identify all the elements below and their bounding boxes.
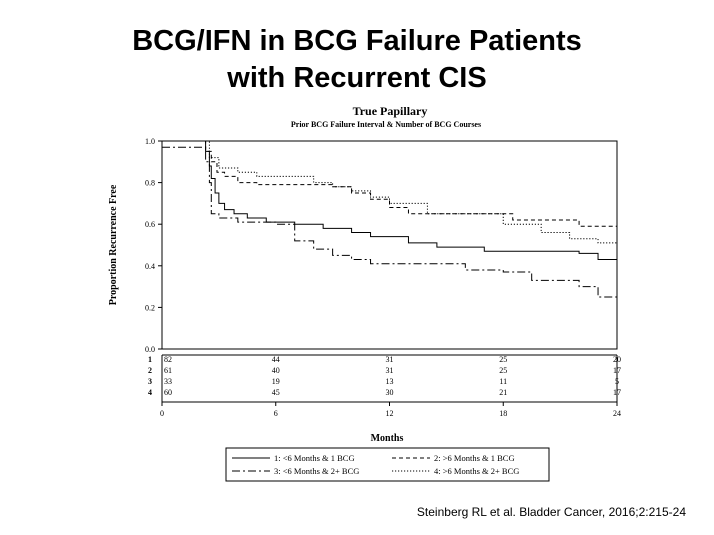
at-risk-count: 25	[499, 355, 507, 364]
series-group	[162, 140, 618, 300]
at-risk-count: 30	[386, 388, 394, 397]
at-risk-count: 82	[164, 355, 172, 364]
legend-label-1: 1: <6 Months & 1 BCG	[274, 453, 355, 463]
at-risk-count: 40	[272, 366, 280, 375]
at-risk-count: 20	[613, 355, 621, 364]
y-tick-label: 1.0	[145, 137, 155, 146]
citation: Steinberg RL et al. Bladder Cancer, 2016…	[416, 505, 686, 519]
legend-label-2: 2: >6 Months & 1 BCG	[434, 453, 515, 463]
x-axis-label: Months	[371, 433, 404, 444]
chart-subtitle: Prior BCG Failure Interval & Number of B…	[291, 120, 481, 129]
y-tick-label: 0.0	[145, 345, 155, 354]
slide-title-line-1: BCG/IFN in BCG Failure Patients	[132, 25, 582, 57]
at-risk-count: 11	[499, 377, 507, 386]
at-risk-group-id: 4	[148, 388, 152, 397]
at-risk-count: 31	[386, 366, 394, 375]
at-risk-count: 17	[613, 388, 621, 397]
x-tick-label: 24	[613, 409, 621, 418]
at-risk-group-id: 1	[148, 355, 152, 364]
legend-label-4: 4: >6 Months & 2+ BCG	[434, 466, 519, 476]
at-risk-count: 60	[164, 388, 172, 397]
at-risk-count: 17	[613, 366, 621, 375]
x-tick-label: 0	[160, 409, 164, 418]
legend: 1: <6 Months & 1 BCG 2: >6 Months & 1 BCG…	[225, 447, 550, 482]
at-risk-count: 21	[499, 388, 507, 397]
slide-title-line-2: with Recurrent CIS	[227, 62, 487, 94]
y-tick-label: 0.4	[145, 262, 155, 271]
at-risk-table: 1 82 44 31 25 202 61 40 31 25 173 33 19 13 11 54 60 45 30 2…	[148, 355, 621, 397]
y-tick-label: 0.6	[145, 220, 155, 229]
y-axis-label: Proportion Recurrence Free	[108, 184, 119, 305]
at-risk-count: 31	[386, 355, 394, 364]
at-risk-count: 19	[272, 377, 280, 386]
legend-label-3: 3: <6 Months & 2+ BCG	[274, 466, 359, 476]
chart-title: True Papillary	[353, 104, 428, 118]
y-tick-label: 0.8	[145, 179, 155, 188]
at-risk-count: 13	[386, 377, 394, 386]
series-line-1	[162, 140, 618, 262]
at-risk-count: 5	[615, 377, 619, 386]
y-tick-label: 0.2	[145, 303, 155, 312]
series-line-2	[162, 140, 618, 229]
x-tick-label: 12	[386, 409, 394, 418]
at-risk-count: 45	[272, 388, 280, 397]
at-risk-count: 25	[499, 366, 507, 375]
plot-frame	[161, 140, 618, 350]
at-risk-count: 33	[164, 377, 172, 386]
at-risk-count: 44	[272, 355, 280, 364]
series-line-4	[162, 140, 618, 258]
x-tick-label: 18	[499, 409, 507, 418]
at-risk-group-id: 3	[148, 377, 152, 386]
x-tick-label: 6	[274, 409, 278, 418]
axes-group: 0.00.20.40.60.81.00 6 12 18 24	[145, 137, 621, 418]
at-risk-group-id: 2	[148, 366, 152, 375]
legend-box	[225, 447, 550, 482]
at-risk-count: 61	[164, 366, 172, 375]
series-line-3	[162, 146, 618, 300]
